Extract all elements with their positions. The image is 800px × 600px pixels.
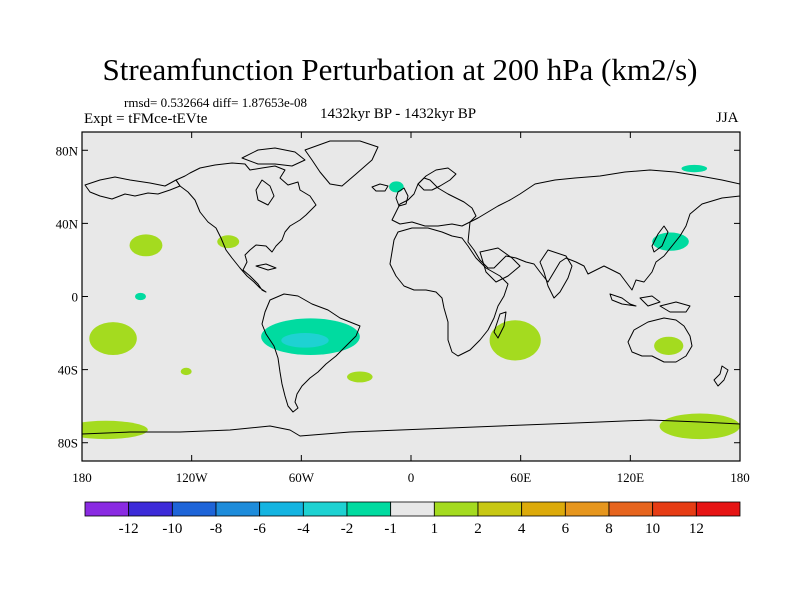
lat-tick-label: 40S [58, 363, 78, 378]
anomaly-patch-3 [135, 292, 146, 301]
anomaly-patch-15 [681, 164, 708, 173]
colorbar-label: 8 [605, 521, 613, 537]
colorbar-label: -1 [384, 521, 397, 537]
coastline-africa [389, 227, 509, 357]
coastline-madagascar [493, 311, 507, 339]
anomaly-patch-12 [654, 336, 684, 355]
coastline-iceland [371, 183, 389, 192]
colorbar-label: 12 [689, 521, 704, 537]
coastline-arctic-islands [241, 147, 306, 167]
colorbar-box [652, 501, 697, 517]
coastline-south-america [261, 293, 361, 413]
map-background [82, 132, 740, 461]
colorbar-label: 1 [431, 521, 439, 537]
lat-tick-label: 80S [58, 436, 78, 451]
colorbar-box [171, 501, 217, 517]
colorbar-label: 2 [474, 521, 482, 537]
anomaly-patch-11 [489, 320, 541, 361]
anomaly-patch-8 [281, 333, 329, 348]
anomaly-layer [82, 164, 740, 440]
colorbar-label: -2 [341, 521, 354, 537]
colorbar-box [433, 501, 479, 517]
coastline-alaska [84, 176, 181, 200]
coastline-new-zealand [713, 365, 729, 387]
colorbar-label: 4 [518, 521, 526, 537]
anomaly-patch-9 [347, 371, 373, 383]
anomaly-patch-1 [129, 234, 163, 257]
anomaly-patch-13 [659, 413, 740, 440]
coastline-antarctica [82, 419, 740, 437]
lat-tick-label: 80N [56, 143, 79, 158]
coastline-europe [391, 177, 477, 227]
lon-tick-label: 180 [72, 470, 92, 485]
coastline-india [539, 249, 573, 299]
anomaly-patch-2 [217, 235, 240, 249]
colorbar-box [695, 501, 741, 517]
colorbar-label: -12 [119, 521, 139, 537]
lon-tick-label: 180 [730, 470, 750, 485]
lon-tick-label: 60E [510, 470, 531, 485]
colorbar-box [477, 501, 523, 517]
colorbar-box [390, 501, 435, 517]
colorbar-box [84, 501, 130, 517]
colorbar: -12 -10 -8 -6 -4 -2 -1 1 2 4 6 8 10 12 [84, 501, 741, 537]
colorbar-box [564, 501, 610, 517]
coastline-australia [627, 317, 693, 363]
season-label: JJA [716, 110, 739, 126]
anomaly-patch-10 [389, 181, 404, 193]
map-axes: 80N 40N 0 40S 80S 180 120W 60W 0 60E 120E 180 [56, 132, 750, 485]
coastline-hudson-bay [255, 179, 275, 206]
colorbar-label: -4 [297, 521, 310, 537]
coastline-scandinavia [417, 167, 457, 191]
lat-tick-label: 40N [56, 216, 79, 231]
lon-tick-label: 120E [617, 470, 645, 485]
coastline-north-america [175, 162, 317, 293]
coastline-britain [395, 187, 409, 207]
colorbar-box [346, 501, 392, 517]
anomaly-patch-4 [89, 322, 137, 355]
coastlines [82, 140, 740, 437]
lon-tick-label: 120W [176, 470, 209, 485]
colorbar-label: 10 [645, 521, 660, 537]
colorbar-label: -10 [162, 521, 182, 537]
colorbar-box [608, 501, 654, 517]
colorbar-box [215, 501, 261, 517]
experiment-label: Expt = tFMce-tEVte [84, 111, 208, 127]
map-title: Streamfunction Perturbation at 200 hPa (… [102, 52, 698, 87]
colorbar-label: -8 [210, 521, 223, 537]
coastline-arabia [479, 247, 521, 283]
rmsd-diff-stats: rmsd= 0.532664 diff= 1.87653e-08 [124, 95, 308, 110]
lat-tick-label: 0 [72, 290, 79, 305]
colorbar-label: 6 [562, 521, 570, 537]
anomaly-patch-5 [180, 367, 192, 376]
coastline-greenland [304, 140, 379, 187]
coastline-japan [651, 225, 669, 253]
coastline-indonesia [609, 293, 691, 313]
lon-tick-label: 60W [289, 470, 315, 485]
colorbar-box [128, 501, 173, 517]
coastline-cuba [255, 263, 277, 271]
coastline-asia [467, 169, 740, 291]
period-label: 1432kyr BP - 1432kyr BP [320, 106, 477, 122]
anomaly-patch-6 [82, 420, 148, 440]
colorbar-label: -6 [253, 521, 266, 537]
lon-tick-label: 0 [408, 470, 415, 485]
colorbar-box [521, 501, 566, 517]
colorbar-box [302, 501, 348, 517]
colorbar-box [259, 501, 304, 517]
